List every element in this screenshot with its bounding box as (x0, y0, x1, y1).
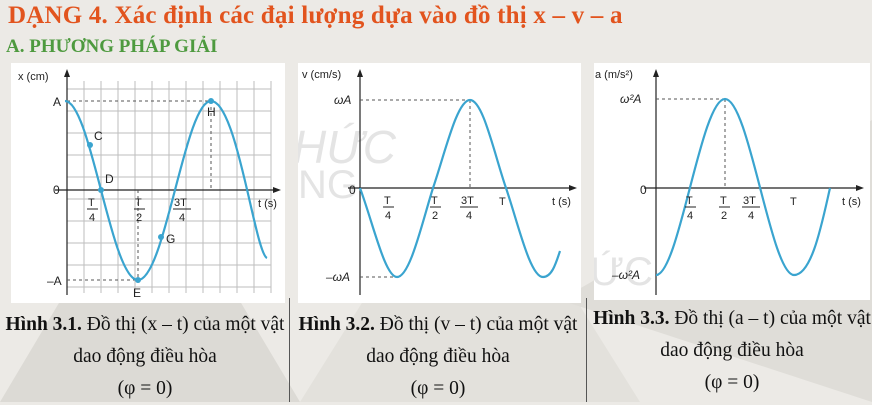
point-e (135, 277, 141, 283)
y-axis-arrow (357, 69, 363, 77)
y-min-label: –ωA (325, 270, 350, 284)
v-t-curve (358, 98, 562, 279)
y-axis-label: x (cm) (18, 71, 49, 83)
caption-figure-3-2: Hình 3.2. Đồ thị (v – t) của một vật dao… (298, 309, 578, 405)
y-min-label: –A (47, 274, 62, 288)
a-t-curve (655, 97, 832, 277)
point-e-label: E (133, 286, 141, 300)
tick-t: T (499, 196, 506, 208)
svg-text:4: 4 (179, 212, 185, 224)
point-d-label: D (105, 172, 114, 186)
svg-text:4: 4 (687, 210, 693, 222)
tick-t-4: T 4 (383, 195, 394, 222)
y-zero-label: 0 (53, 183, 60, 197)
svg-text:2: 2 (136, 212, 142, 224)
divider (586, 298, 587, 402)
caption-text: Đồ thị (v – t) của một vật dao động điều… (366, 314, 578, 367)
a-t-graph: ỨC a (m/s²) t (s) ω²A 0 –ω²A T 4 T 2 3T (594, 69, 864, 295)
point-g (158, 234, 164, 240)
watermark-text: NG (298, 163, 358, 207)
x-axis-label: t (s) (258, 198, 277, 210)
svg-text:4: 4 (748, 210, 754, 222)
caption-text: Đồ thị (a – t) của một vật dao động điều… (660, 308, 871, 361)
grid-lines (66, 81, 272, 293)
x-t-curve (64, 99, 268, 282)
point-g-label: G (166, 232, 175, 246)
y-zero-label: 0 (640, 183, 647, 197)
point-d (98, 187, 104, 193)
caption-phi: (φ = 0) (410, 378, 466, 399)
svg-text:T: T (384, 195, 391, 207)
caption-figure-3-3: Hình 3.3. Đồ thị (a – t) của một vật dao… (592, 303, 872, 399)
x-axis-label: t (s) (552, 196, 571, 208)
divider (289, 298, 290, 402)
y-max-label: A (53, 95, 61, 109)
point-h (208, 98, 214, 104)
tick-t-4: T 4 (87, 197, 98, 224)
section-subheading: A. PHƯƠNG PHÁP GIẢI (6, 36, 218, 57)
point-h-label: H (207, 105, 216, 119)
figure-a-t: ỨC a (m/s²) t (s) ω²A 0 –ω²A T 4 T 2 3T (594, 63, 870, 300)
tick-3t-4: 3T 4 (460, 195, 478, 222)
point-c (87, 142, 93, 148)
tick-t-2: T 2 (430, 195, 441, 222)
watermark-text: HỨC (298, 121, 397, 173)
caption-text: Đồ thị (x – t) của một vật dao động điều… (73, 314, 285, 367)
v-t-graph: HỨC NG v (cm/s) t (s) ωA 0 –ωA T 4 T 2 (298, 69, 577, 295)
x-axis-arrow (273, 187, 281, 193)
page-heading: DẠNG 4. Xác định các đại lượng dựa vào đ… (8, 2, 623, 29)
caption-phi: (φ = 0) (117, 378, 173, 399)
y-axis-label: a (m/s²) (595, 69, 633, 81)
svg-text:T: T (135, 197, 142, 209)
svg-text:4: 4 (89, 212, 95, 224)
watermark-text: ỨC (594, 249, 653, 294)
y-max-label: ωA (334, 93, 351, 107)
tick-3t-4: 3T 4 (173, 197, 191, 224)
tick-t-4: T 4 (685, 195, 696, 222)
y-min-label: –ω²A (611, 268, 640, 282)
y-max-label: ω²A (620, 92, 641, 106)
svg-text:3T: 3T (174, 197, 187, 209)
tick-t-2: T 2 (719, 195, 730, 222)
svg-text:T: T (720, 195, 727, 207)
figure-x-t: x (cm) t (s) A 0 –A C D E G H T 4 T 2 3T… (11, 63, 285, 303)
y-axis-arrow (653, 69, 659, 77)
svg-text:T: T (686, 195, 693, 207)
svg-text:T: T (88, 197, 95, 209)
svg-text:3T: 3T (743, 195, 756, 207)
dashed-guides (67, 100, 212, 285)
caption-phi: (φ = 0) (704, 372, 760, 393)
svg-text:2: 2 (721, 210, 727, 222)
svg-text:3T: 3T (461, 195, 474, 207)
svg-text:4: 4 (466, 210, 472, 222)
x-t-graph: x (cm) t (s) A 0 –A C D E G H T 4 T 2 3T… (18, 69, 281, 300)
figure-v-t: HỨC NG v (cm/s) t (s) ωA 0 –ωA T 4 T 2 (298, 63, 581, 303)
caption-bold: Hình 3.1. (5, 314, 82, 335)
svg-text:2: 2 (432, 210, 438, 222)
tick-3t-4: 3T 4 (742, 195, 760, 222)
dashed-guides (360, 99, 471, 278)
y-axis-label: v (cm/s) (302, 69, 341, 81)
tick-t: T (790, 196, 797, 208)
y-zero-label: 0 (349, 183, 356, 197)
caption-bold: Hình 3.3. (593, 308, 670, 329)
x-axis-arrow (569, 185, 577, 191)
svg-text:T: T (431, 195, 438, 207)
x-axis-arrow (856, 185, 864, 191)
point-c-label: C (94, 129, 103, 143)
tick-t-2: T 2 (134, 197, 145, 224)
svg-text:4: 4 (385, 210, 391, 222)
y-axis-arrow (64, 69, 70, 77)
x-axis-label: t (s) (842, 196, 861, 208)
caption-figure-3-1: Hình 3.1. Đồ thị (x – t) của một vật dao… (5, 309, 285, 405)
caption-bold: Hình 3.2. (298, 314, 375, 335)
